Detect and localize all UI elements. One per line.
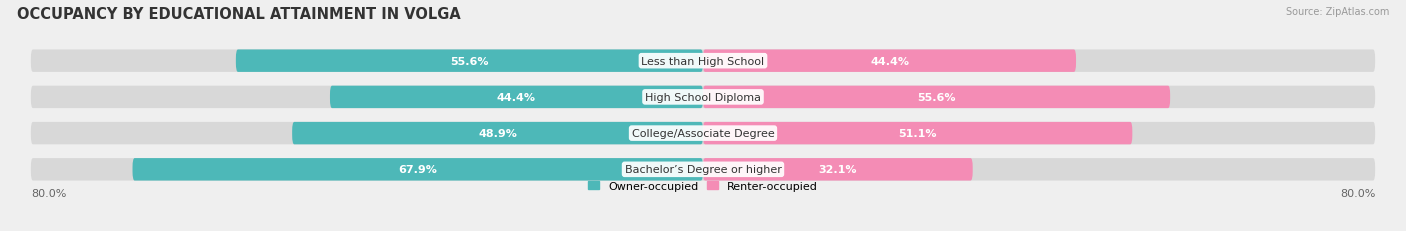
- Text: Bachelor’s Degree or higher: Bachelor’s Degree or higher: [624, 165, 782, 175]
- FancyBboxPatch shape: [31, 158, 1375, 181]
- FancyBboxPatch shape: [31, 122, 1375, 145]
- FancyBboxPatch shape: [31, 86, 1375, 109]
- Text: 80.0%: 80.0%: [31, 188, 66, 198]
- Text: High School Diploma: High School Diploma: [645, 92, 761, 103]
- FancyBboxPatch shape: [292, 122, 703, 145]
- Text: College/Associate Degree: College/Associate Degree: [631, 128, 775, 139]
- Text: 80.0%: 80.0%: [1340, 188, 1375, 198]
- FancyBboxPatch shape: [31, 50, 1375, 73]
- Text: OCCUPANCY BY EDUCATIONAL ATTAINMENT IN VOLGA: OCCUPANCY BY EDUCATIONAL ATTAINMENT IN V…: [17, 7, 461, 22]
- FancyBboxPatch shape: [703, 122, 1132, 145]
- FancyBboxPatch shape: [132, 158, 703, 181]
- Text: 32.1%: 32.1%: [818, 165, 858, 175]
- Text: 55.6%: 55.6%: [917, 92, 956, 103]
- FancyBboxPatch shape: [703, 86, 1170, 109]
- FancyBboxPatch shape: [703, 158, 973, 181]
- FancyBboxPatch shape: [236, 50, 703, 73]
- Legend: Owner-occupied, Renter-occupied: Owner-occupied, Renter-occupied: [583, 177, 823, 196]
- Text: Source: ZipAtlas.com: Source: ZipAtlas.com: [1285, 7, 1389, 17]
- Text: 51.1%: 51.1%: [898, 128, 936, 139]
- Text: Less than High School: Less than High School: [641, 56, 765, 66]
- Text: 44.4%: 44.4%: [496, 92, 536, 103]
- Text: 44.4%: 44.4%: [870, 56, 910, 66]
- Text: 67.9%: 67.9%: [398, 165, 437, 175]
- Text: 55.6%: 55.6%: [450, 56, 489, 66]
- FancyBboxPatch shape: [703, 50, 1076, 73]
- Text: 48.9%: 48.9%: [478, 128, 517, 139]
- FancyBboxPatch shape: [330, 86, 703, 109]
